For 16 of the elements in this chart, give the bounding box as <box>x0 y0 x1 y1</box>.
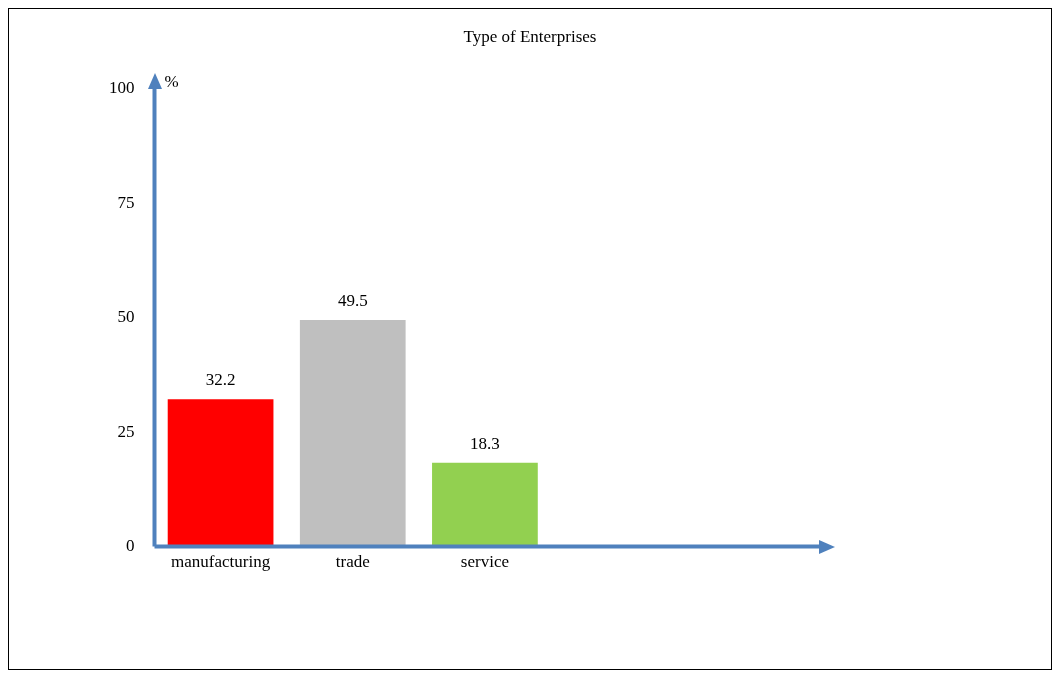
data-label: 18.3 <box>470 433 500 453</box>
y-axis-title: % <box>164 72 179 92</box>
y-tick-label: 100 <box>109 78 135 98</box>
y-tick-label: 75 <box>117 192 135 212</box>
data-label: 32.2 <box>205 370 236 390</box>
y-tick-label: 0 <box>126 536 135 556</box>
x-tick-label: trade <box>335 552 370 572</box>
x-tick-label: service <box>460 552 509 572</box>
y-tick-label: 25 <box>117 421 135 441</box>
x-tick-label: manufacturing <box>171 552 271 572</box>
bar <box>432 462 538 547</box>
data-label: 49.5 <box>337 291 368 311</box>
bar <box>299 320 406 547</box>
y-tick-label: 50 <box>117 307 135 327</box>
chart-title: Type of Enterprises <box>462 27 598 47</box>
bar <box>167 399 274 547</box>
